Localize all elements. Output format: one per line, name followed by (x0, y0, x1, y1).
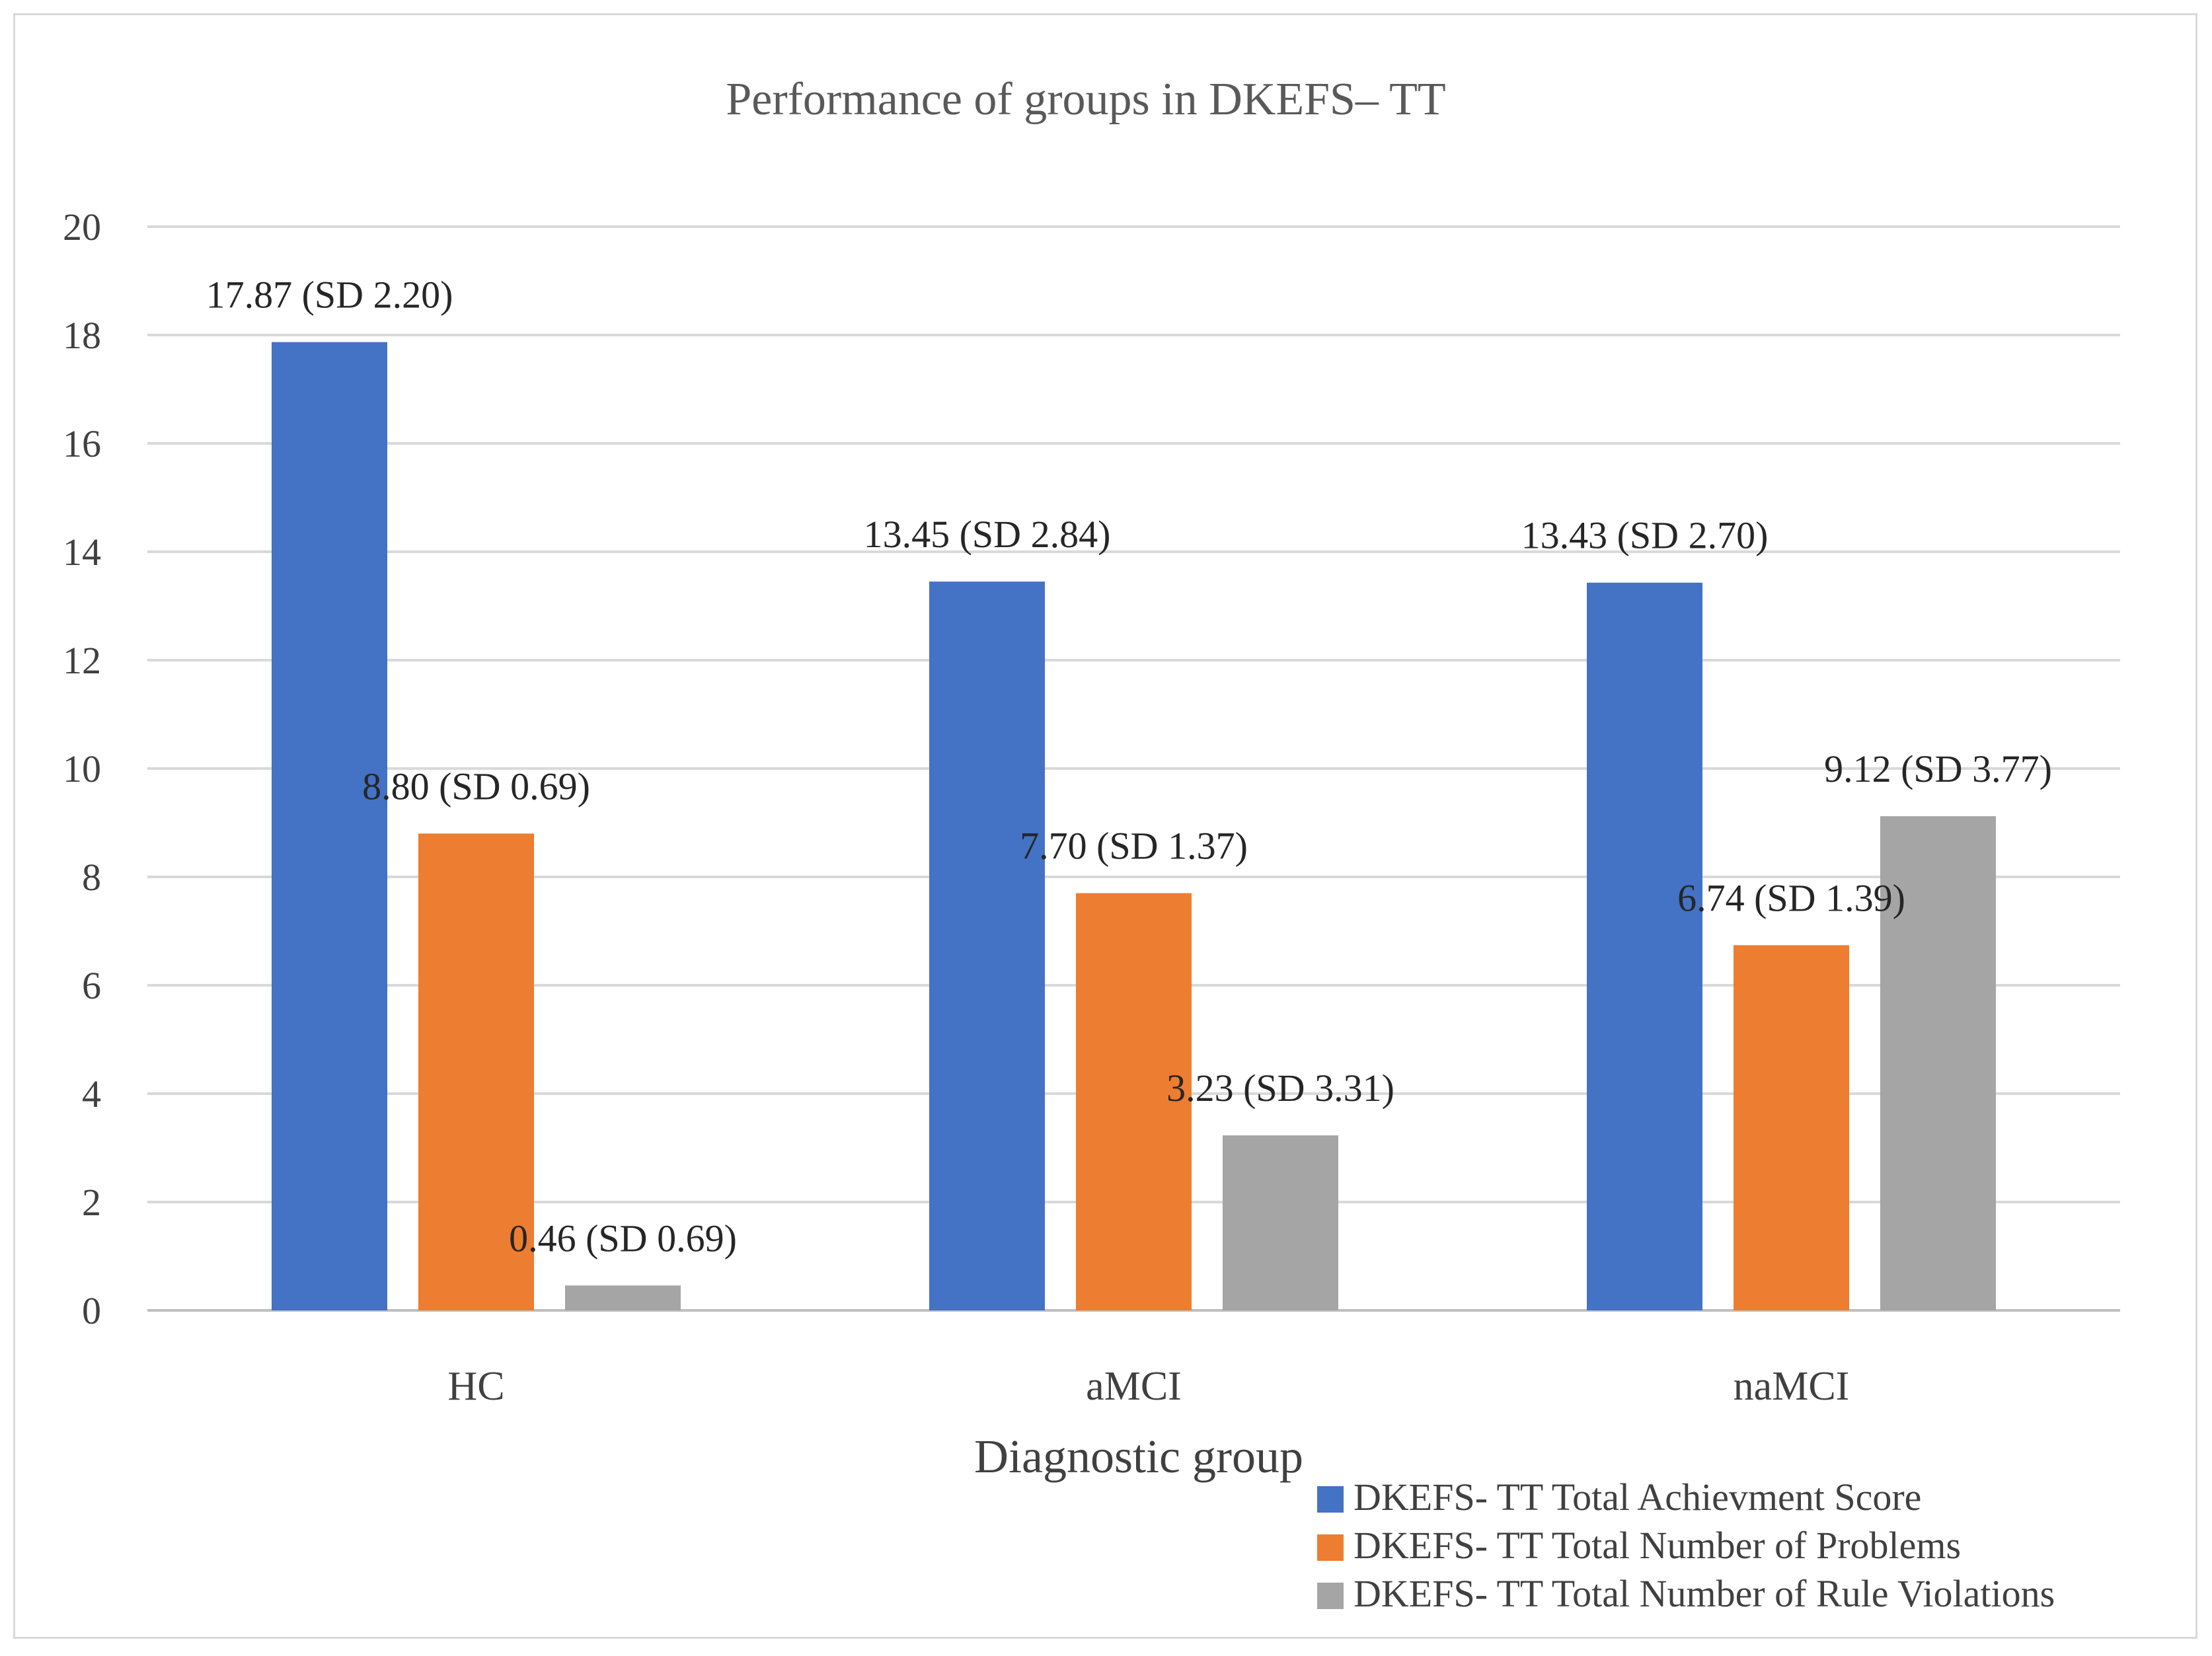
bar (1734, 945, 1849, 1310)
chart-title: Performance of groups in DKEFS– TT (726, 74, 1445, 125)
y-tick-label: 6 (82, 964, 101, 1007)
chart-frame: Performance of groups in DKEFS– TT 0 2 4 6 8… (13, 13, 2197, 1639)
y-tick-label: 10 (63, 747, 101, 790)
data-label: 8.80 (SD 0.69) (362, 765, 590, 808)
y-tick-label: 8 (82, 856, 101, 899)
y-tick-label: 4 (82, 1073, 101, 1115)
x-axis-categories: HC aMCI naMCI (447, 1364, 1849, 1409)
bar (565, 1285, 681, 1310)
bar (1223, 1135, 1338, 1310)
data-label: 13.45 (SD 2.84) (864, 513, 1111, 556)
legend-swatch (1317, 1486, 1344, 1513)
data-label: 3.23 (SD 3.31) (1166, 1067, 1394, 1110)
legend-swatch (1317, 1534, 1344, 1561)
legend: DKEFS- TT Total Achievment Score DKEFS- T… (1317, 1476, 2055, 1615)
data-label: 13.43 (SD 2.70) (1521, 514, 1769, 557)
bar (1076, 893, 1192, 1310)
bar-chart: Performance of groups in DKEFS– TT 0 2 4 6 8… (63, 74, 2120, 1615)
x-category-label: aMCI (1086, 1364, 1182, 1409)
y-tick-label: 16 (63, 422, 101, 465)
data-labels: 17.87 (SD 2.20) 8.80 (SD 0.69) 0.46 (SD 0.… (206, 274, 2052, 1260)
data-label: 7.70 (SD 1.37) (1020, 825, 1248, 868)
legend-label: DKEFS- TT Total Achievment Score (1354, 1476, 1921, 1519)
bar (418, 833, 534, 1310)
bars (272, 342, 1996, 1310)
data-label: 9.12 (SD 3.77) (1824, 747, 2052, 790)
x-category-label: HC (447, 1364, 504, 1409)
bar (929, 582, 1045, 1310)
bar (272, 342, 387, 1310)
bar (1587, 582, 1702, 1310)
y-axis-ticks: 0 2 4 6 8 10 12 14 16 18 20 (63, 206, 101, 1332)
data-label: 0.46 (SD 0.69) (509, 1217, 737, 1260)
legend-label: DKEFS- TT Total Number of Problems (1354, 1524, 1961, 1567)
bar (1880, 816, 1996, 1310)
data-label: 17.87 (SD 2.20) (206, 274, 453, 317)
legend-swatch (1317, 1583, 1344, 1609)
y-tick-label: 20 (63, 206, 101, 248)
y-tick-label: 18 (63, 314, 101, 357)
y-tick-label: 2 (82, 1181, 101, 1224)
x-category-label: naMCI (1734, 1364, 1850, 1409)
x-axis-title: Diagnostic group (974, 1430, 1303, 1483)
y-tick-label: 12 (63, 639, 101, 682)
data-label: 6.74 (SD 1.39) (1677, 876, 1905, 919)
legend-label: DKEFS- TT Total Number of Rule Violation… (1354, 1572, 2055, 1615)
y-tick-label: 0 (82, 1289, 101, 1332)
y-tick-label: 14 (63, 531, 101, 574)
